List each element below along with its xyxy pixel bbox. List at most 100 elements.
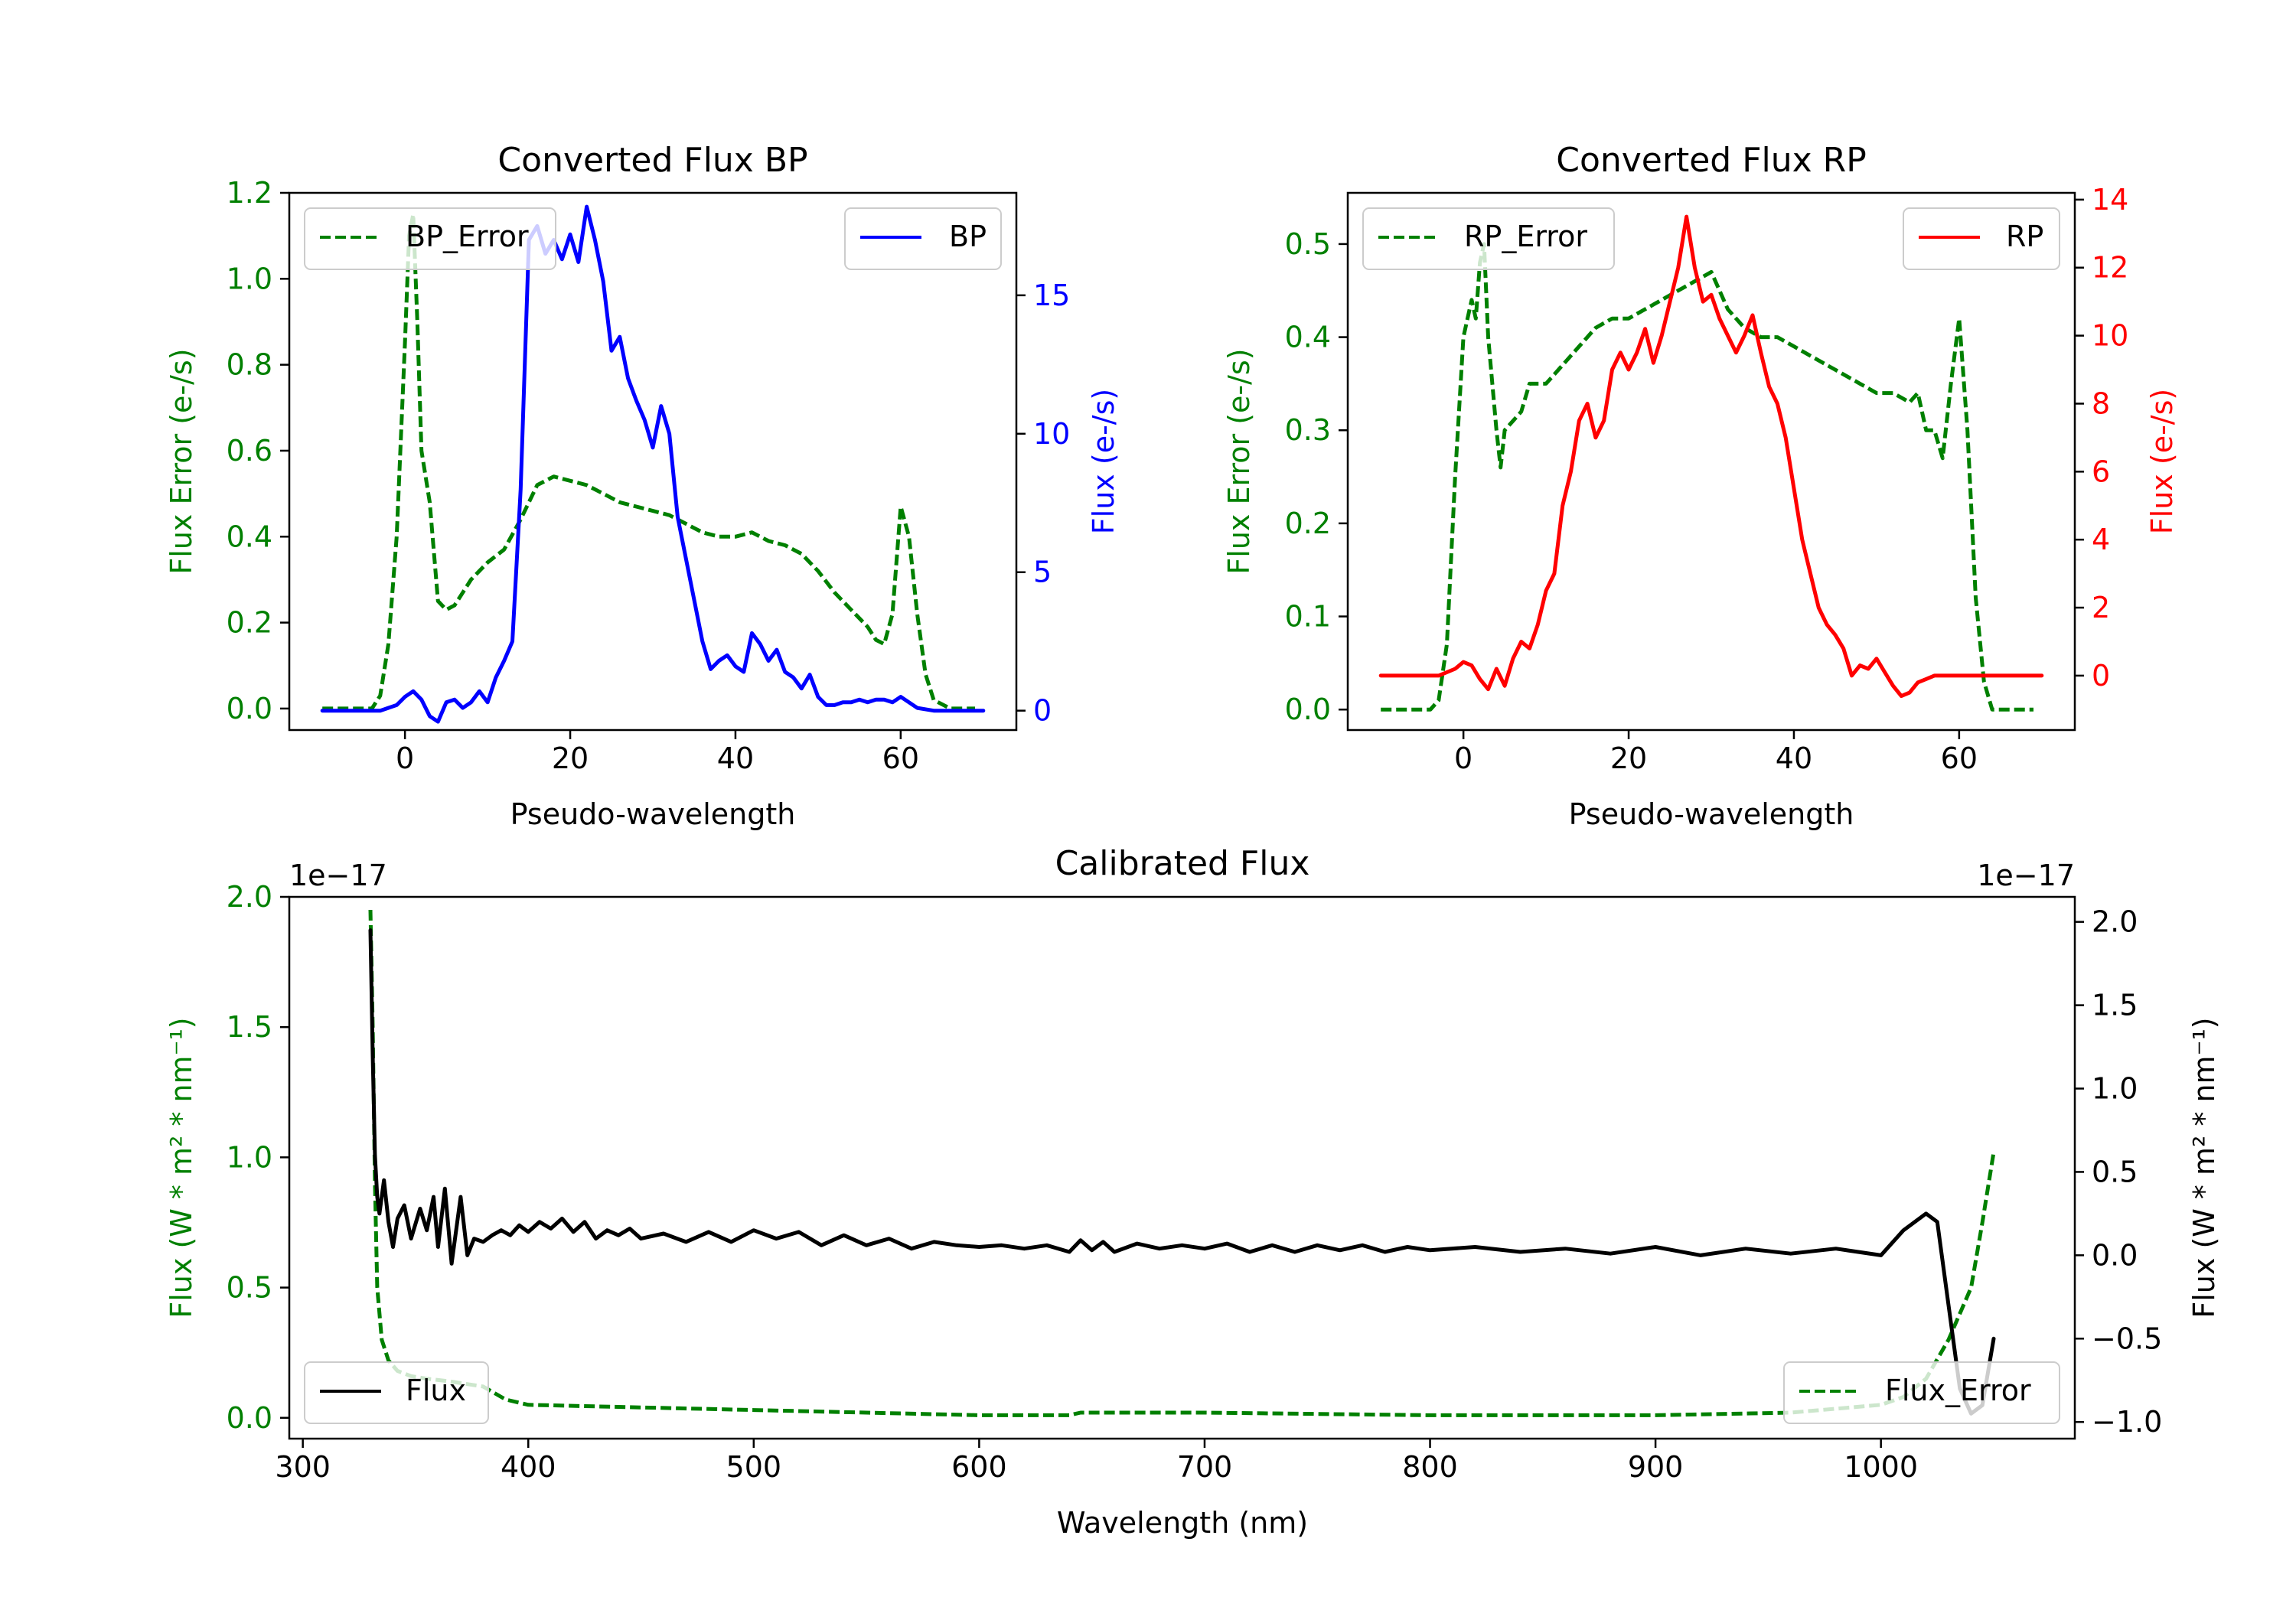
cal-ytick-right-label: 0.5 — [2092, 1155, 2138, 1188]
bp-y-left-ticks: 0.0 0.2 0.4 0.6 0.8 1.0 1.2 — [227, 176, 289, 725]
rp-y-left-ticks: 0.0 0.1 0.2 0.3 0.4 0.5 — [1285, 227, 1348, 726]
rp-xtick-label: 20 — [1610, 742, 1647, 775]
rp-ylabel-left: Flux Error (e-/s) — [1222, 348, 1256, 574]
cal-frame — [288, 895, 2076, 1440]
bp-xtick-label: 0 — [396, 742, 414, 775]
cal-ylabel-left: Flux (W * m² * nm⁻¹) — [165, 1017, 198, 1318]
cal-xtick-label: 700 — [1177, 1450, 1233, 1484]
rp-ytick-left-label: 0.2 — [1285, 507, 1331, 540]
cal-xlabel: Wavelength (nm) — [1057, 1506, 1308, 1540]
bp-frame — [288, 191, 1018, 732]
rp-ytick-right-label: 2 — [2092, 591, 2110, 624]
rp-x-ticks: 0 20 40 60 — [1454, 730, 1978, 775]
rp-plot-area — [1378, 214, 2044, 712]
rp-ytick-right-label: 12 — [2092, 251, 2128, 285]
rp-ytick-left-label: 0.5 — [1285, 227, 1331, 261]
bp-ytick-right-label: 10 — [1033, 417, 1070, 451]
bp-ytick-left-label: 1.2 — [227, 176, 272, 210]
bp-ytick-left-label: 0.6 — [227, 434, 272, 468]
cal-legend-flux-label: Flux — [406, 1374, 466, 1407]
bp-xlabel: Pseudo-wavelength — [510, 797, 796, 831]
cal-x-ticks: 300 400 500 600 700 800 900 1000 — [275, 1439, 1918, 1484]
bp-ylabel-right: Flux (e-/s) — [1087, 389, 1120, 534]
cal-offset-left: 1e−17 — [289, 859, 387, 892]
bp-xtick-label: 20 — [552, 742, 589, 775]
rp-xtick-label: 60 — [1941, 742, 1978, 775]
cal-ytick-right-label: 2.0 — [2092, 905, 2138, 939]
bp-title: Converted Flux BP — [497, 141, 807, 180]
rp-xtick-label: 40 — [1776, 742, 1812, 775]
bp-xtick-label: 60 — [882, 742, 919, 775]
bp-plot-area — [320, 204, 986, 724]
panel-rp: Converted Flux RP 0 20 40 60 0.00.10.20.30.… — [1222, 141, 2179, 831]
bp-x-ticks: 0 20 40 60 — [396, 730, 919, 775]
bp-series-bp — [320, 204, 986, 724]
rp-xtick-label: 0 — [1454, 742, 1473, 775]
cal-legend-error: Flux_Error — [1783, 1361, 2060, 1424]
rp-ytick-right-label: 4 — [2092, 523, 2110, 556]
cal-ytick-left-label: 2.0 — [227, 880, 272, 914]
rp-ytick-left-label: 0.4 — [1285, 321, 1331, 354]
cal-xtick-label: 400 — [501, 1450, 556, 1484]
cal-xtick-label: 800 — [1402, 1450, 1458, 1484]
cal-y-right-ticks: −1.0 −0.5 0.0 0.5 1.0 1.5 2.0 — [2075, 905, 2162, 1439]
rp-title: Converted Flux RP — [1556, 141, 1867, 180]
cal-offset-right: 1e−17 — [1977, 859, 2075, 892]
rp-xlabel: Pseudo-wavelength — [1569, 797, 1854, 831]
rp-ytick-left-label: 0.3 — [1285, 413, 1331, 447]
bp-ylabel-left: Flux Error (e-/s) — [165, 348, 198, 574]
rp-ytick-left-label: 0.1 — [1285, 600, 1331, 634]
bp-legend-error-label: BP_Error — [406, 220, 529, 253]
panel-bp: Converted Flux BP 0 20 40 60 0.00.20.40.60.… — [165, 141, 1120, 831]
bp-legend-flux: BP — [844, 207, 1002, 270]
rp-ytick-right-label: 14 — [2092, 183, 2128, 217]
cal-ylabel-right: Flux (W * m² * nm⁻¹) — [2187, 1017, 2221, 1318]
cal-series-flux — [368, 928, 1996, 1416]
rp-ytick-right-label: 10 — [2092, 319, 2128, 353]
bp-legend-flux-label: BP — [949, 220, 987, 253]
cal-ytick-right-label: 0.0 — [2092, 1238, 2138, 1272]
cal-xtick-label: 500 — [726, 1450, 782, 1484]
cal-xtick-label: 300 — [275, 1450, 331, 1484]
bp-ytick-right-label: 0 — [1033, 694, 1052, 728]
rp-legend-error: RP_Error — [1362, 207, 1615, 270]
rp-legend-flux-label: RP — [2006, 220, 2043, 253]
bp-ytick-left-label: 1.0 — [227, 262, 272, 295]
cal-ytick-left-label: 0.0 — [227, 1401, 272, 1435]
rp-ytick-right-label: 0 — [2092, 659, 2110, 693]
cal-ytick-right-label: −1.0 — [2092, 1405, 2162, 1439]
bp-ytick-left-label: 0.2 — [227, 606, 272, 640]
bp-ytick-left-label: 0.0 — [227, 692, 272, 725]
rp-ytick-right-label: 6 — [2092, 455, 2110, 488]
rp-ylabel-right: Flux (e-/s) — [2145, 389, 2179, 534]
bp-xtick-label: 40 — [717, 742, 754, 775]
panel-calibrated: Calibrated Flux 1e−17 1e−17 300 400 500 600… — [165, 844, 2221, 1540]
rp-frame — [1346, 191, 2076, 732]
cal-ytick-right-label: 1.5 — [2092, 989, 2138, 1022]
cal-ytick-left-label: 1.5 — [227, 1010, 272, 1044]
bp-ytick-right-label: 5 — [1033, 556, 1052, 589]
cal-xtick-label: 600 — [951, 1450, 1007, 1484]
bp-series-bp-error — [322, 212, 975, 711]
bp-y-right-ticks: 0 5 10 15 — [1016, 279, 1070, 728]
cal-xtick-label: 1000 — [1844, 1450, 1918, 1484]
cal-y-left-ticks: 0.0 0.5 1.0 1.5 2.0 — [227, 880, 289, 1435]
rp-legend-error-label: RP_Error — [1464, 220, 1587, 253]
rp-ytick-left-label: 0.0 — [1285, 693, 1331, 726]
rp-series-rp — [1378, 214, 2044, 699]
rp-ytick-right-label: 8 — [2092, 386, 2110, 420]
bp-ytick-left-label: 0.4 — [227, 520, 272, 553]
cal-title: Calibrated Flux — [1055, 844, 1310, 883]
bp-legend-error: BP_Error — [304, 207, 556, 270]
cal-ytick-left-label: 1.0 — [227, 1140, 272, 1174]
cal-legend-error-label: Flux_Error — [1885, 1374, 2031, 1407]
cal-legend-flux: Flux — [304, 1361, 489, 1424]
bp-ytick-left-label: 0.8 — [227, 348, 272, 382]
cal-ytick-left-label: 0.5 — [227, 1271, 272, 1305]
cal-xtick-label: 900 — [1628, 1450, 1684, 1484]
rp-legend-flux: RP — [1903, 207, 2060, 270]
cal-ytick-right-label: −0.5 — [2092, 1322, 2162, 1355]
bp-ytick-right-label: 15 — [1033, 279, 1070, 312]
cal-ytick-right-label: 1.0 — [2092, 1072, 2138, 1106]
